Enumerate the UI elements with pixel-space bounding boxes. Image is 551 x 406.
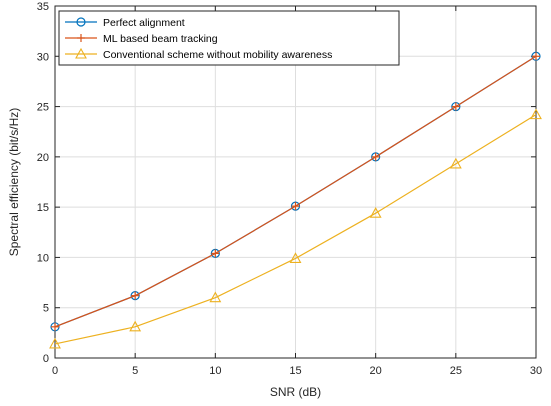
data-point [449,157,462,169]
y-tick-label: 30 [37,51,49,63]
data-point [209,291,222,303]
legend-marker [77,34,85,42]
data-point [289,252,302,263]
x-tick-label: 0 [52,365,58,377]
series-group [49,51,542,349]
data-point [369,207,382,218]
legend-label: Conventional scheme without mobility awa… [103,49,332,61]
series-line [54,114,537,345]
data-point [51,322,59,331]
axis-ticks: 0 5 10 15 20 25 30 0 5 10 15 20 25 30 35 [37,1,542,377]
legend-entry: Conventional scheme without mobility awa… [65,47,332,61]
x-axis-label: SNR (dB) [270,385,321,399]
legend-entry: ML based beam tracking [65,33,218,45]
x-tick-label: 10 [209,365,221,377]
y-tick-label: 35 [37,1,49,13]
legend-box [58,10,400,66]
y-tick-label: 20 [37,152,49,164]
data-point [371,152,380,161]
legend-label: Perfect alignment [103,17,185,29]
y-tick-label: 5 [43,303,49,315]
legend: Perfect alignment ML based beam tracking C… [58,10,400,66]
x-tick-label: 5 [132,365,138,377]
legend-entry: Perfect alignment [65,17,185,29]
y-tick-label: 15 [37,202,49,214]
y-tick-label: 25 [37,102,49,114]
data-point [131,291,140,300]
x-tick-label: 15 [289,365,301,377]
data-point [129,320,142,332]
legend-marker [75,47,87,59]
data-point [532,52,540,61]
series-2 [49,108,542,349]
data-point [291,202,300,211]
y-axis-label: Spectral efficiency (bit/s/Hz) [7,108,21,257]
x-tick-label: 25 [450,365,462,377]
y-tick-label: 0 [43,353,49,365]
data-point [211,249,220,258]
x-tick-label: 20 [370,365,382,377]
data-point [530,108,542,120]
x-tick-label: 30 [530,365,542,377]
y-tick-label: 10 [37,252,49,264]
legend-label: ML based beam tracking [103,33,218,45]
data-point [49,337,61,349]
data-point [451,102,460,111]
legend-marker [76,17,86,27]
series-1 [51,52,540,331]
